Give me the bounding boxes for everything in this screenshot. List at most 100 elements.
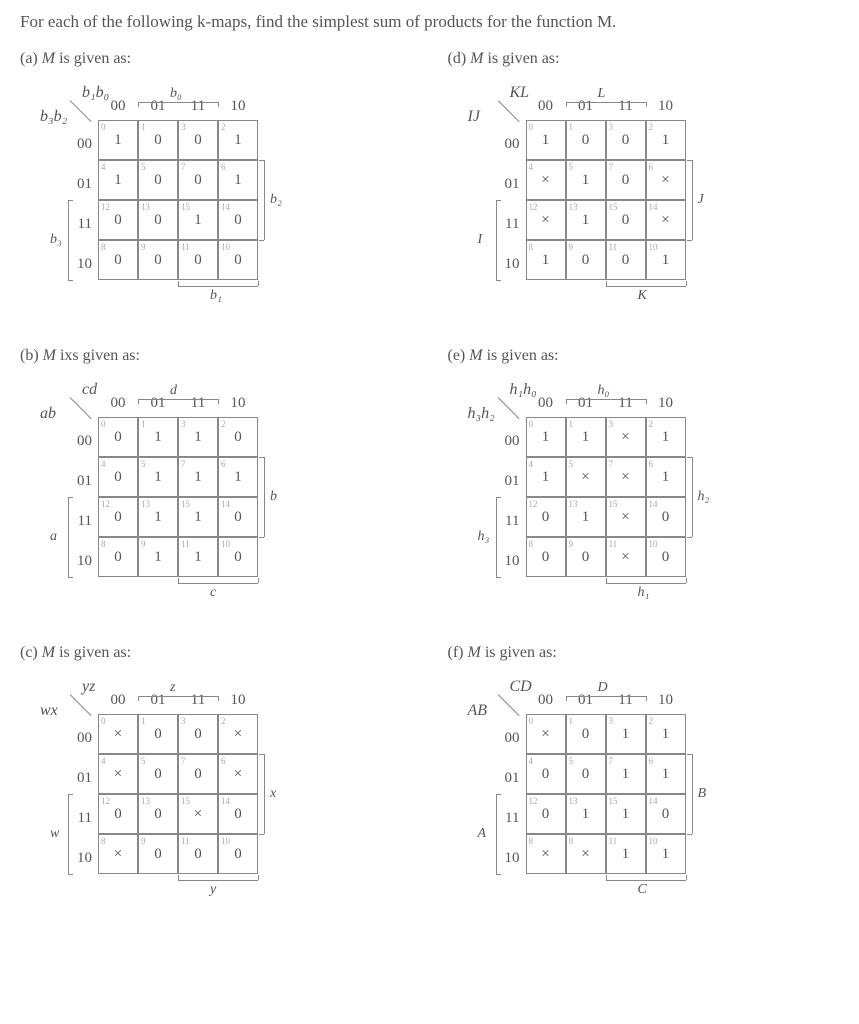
cell-value: 0	[194, 132, 202, 149]
subproblem-label: (e) M is given as:	[448, 347, 840, 365]
cell-value: 0	[234, 846, 242, 863]
kmap-cell: 110	[178, 240, 218, 280]
col-header: 00	[526, 98, 566, 115]
col-header: 10	[646, 98, 686, 115]
kmap-cell: 4×	[98, 754, 138, 794]
cell-value: 1	[194, 509, 202, 526]
col-header: 10	[646, 692, 686, 709]
row-header: 11	[496, 204, 520, 244]
cell-value: 0	[542, 509, 550, 526]
kmap-cell: 151	[178, 200, 218, 240]
col-headers: 00011110	[526, 98, 686, 115]
cell-value: ×	[234, 726, 242, 743]
row-header: 01	[68, 758, 92, 798]
kmap-grid: 01103021415070611201301511408090110100	[98, 120, 258, 280]
cell-value: 1	[662, 469, 670, 486]
cell-value: 1	[194, 212, 202, 229]
row-header: 10	[68, 244, 92, 284]
bracket-top-label: z	[170, 680, 175, 696]
kmap-cell: 8×	[98, 834, 138, 874]
kmap-cell: 7×	[606, 457, 646, 497]
cell-value: 0	[194, 726, 202, 743]
bracket-left-label: b₃	[50, 232, 62, 248]
kmap-cell: 140	[646, 794, 686, 834]
row-header: 10	[68, 838, 92, 878]
kmap-cell: 20	[218, 417, 258, 457]
kmap-cell: 80	[526, 537, 566, 577]
kmap-cell: 21	[646, 714, 686, 754]
cell-index: 5	[569, 162, 574, 172]
cell-value: 1	[622, 846, 630, 863]
cell-index: 11	[609, 242, 618, 252]
cell-value: 1	[662, 846, 670, 863]
bracket-top-label: h₀	[598, 383, 610, 399]
cell-index: 15	[609, 499, 618, 509]
kmap-cell: 61	[646, 457, 686, 497]
kmap-cell: 6×	[218, 754, 258, 794]
cell-value: 0	[154, 726, 162, 743]
cell-index: 9	[141, 242, 146, 252]
subproblem-d: (d) M is given as:KLIJ000111100001111001…	[448, 50, 840, 319]
col-header: 00	[526, 692, 566, 709]
kmap-cell: 9×	[566, 834, 606, 874]
cell-index: 5	[141, 162, 146, 172]
kmap-cell: 0×	[526, 714, 566, 754]
kmap-cell: 12×	[526, 200, 566, 240]
row-header: 00	[496, 718, 520, 758]
col-headers: 00011110	[98, 395, 258, 412]
cell-value: 0	[154, 172, 162, 189]
cell-value: 0	[194, 846, 202, 863]
row-header: 01	[68, 461, 92, 501]
cell-value: 0	[114, 252, 122, 269]
kmap: KLIJ0001111000011110011030214×51706×12×1…	[498, 100, 708, 300]
cell-index: 6	[649, 162, 654, 172]
bracket-left-label: a	[50, 529, 57, 545]
cell-index: 1	[141, 122, 146, 132]
row-header: 00	[68, 718, 92, 758]
kmap: yzwx00011110000111100×10302×4×50706×1201…	[70, 694, 280, 894]
cell-index: 14	[221, 796, 230, 806]
cell-value: 1	[662, 132, 670, 149]
cell-index: 13	[569, 202, 578, 212]
cell-value: 0	[114, 429, 122, 446]
kmap-cell: 120	[98, 794, 138, 834]
cell-index: 1	[141, 716, 146, 726]
kmap-cell: 100	[646, 537, 686, 577]
subproblem-f: (f) M is given as:CDAB00011110000111100×…	[448, 644, 840, 913]
row-header: 01	[496, 164, 520, 204]
cell-value: 1	[154, 549, 162, 566]
subproblem-e: (e) M is given as:h₁h₀h₃h₂00011110000111…	[448, 347, 840, 616]
kmap-cell: 61	[218, 160, 258, 200]
cell-index: 6	[649, 459, 654, 469]
diag-left-label: h₃h₂	[468, 405, 495, 423]
cell-value: ×	[114, 766, 122, 783]
cell-value: 0	[582, 252, 590, 269]
bracket-right-label: h₂	[698, 489, 710, 505]
cell-index: 6	[221, 162, 226, 172]
cell-index: 10	[649, 539, 658, 549]
kmap-cell: 100	[218, 537, 258, 577]
kmap-cell: 100	[218, 834, 258, 874]
cell-value: 0	[194, 766, 202, 783]
bracket-left-label: h₃	[478, 529, 490, 545]
cell-value: 1	[234, 172, 242, 189]
kmap-cell: 15×	[606, 497, 646, 537]
kmap-cell: 61	[646, 754, 686, 794]
cell-value: ×	[234, 766, 242, 783]
kmap-cell: 51	[138, 457, 178, 497]
col-headers: 00011110	[98, 692, 258, 709]
left-column: (a) M is given as:b₁b₀b₃b₂00011110000111…	[20, 50, 412, 941]
cell-index: 15	[609, 796, 618, 806]
kmap-cell: 91	[138, 537, 178, 577]
kmap-cell: 120	[98, 497, 138, 537]
cell-value: 0	[622, 212, 630, 229]
cell-index: 1	[569, 716, 574, 726]
row-header: 00	[68, 124, 92, 164]
kmap-cell: 140	[646, 497, 686, 537]
cell-value: 0	[114, 212, 122, 229]
cell-index: 12	[529, 202, 538, 212]
col-header: 10	[218, 692, 258, 709]
col-header: 11	[178, 395, 218, 412]
cell-value: 0	[154, 846, 162, 863]
cell-index: 12	[529, 499, 538, 509]
